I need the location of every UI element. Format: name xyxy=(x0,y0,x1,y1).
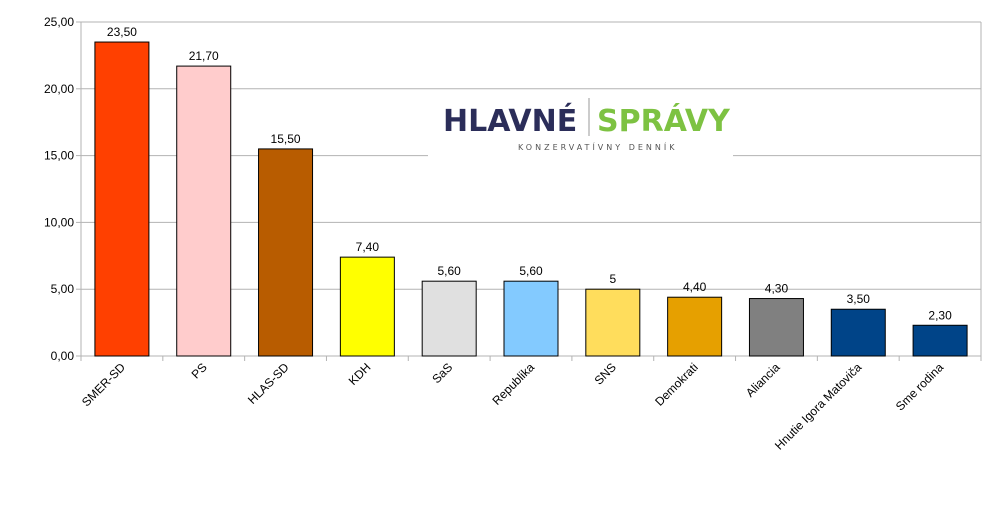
bar xyxy=(748,298,804,357)
bar xyxy=(258,148,314,357)
bar xyxy=(830,308,886,357)
category-label: SaS xyxy=(429,360,455,386)
data-label: 5,60 xyxy=(438,264,462,278)
category-label: Sme rodina xyxy=(893,360,947,414)
data-label: 3,50 xyxy=(847,292,871,306)
category-label: Hnutie Igora Matoviča xyxy=(772,360,865,453)
category-label: Demokrati xyxy=(652,360,701,409)
data-label: 4,30 xyxy=(765,282,789,296)
bar xyxy=(585,288,641,357)
bar xyxy=(339,256,395,357)
bar xyxy=(503,280,559,357)
data-label: 15,50 xyxy=(271,132,301,146)
y-tick-label: 25,00 xyxy=(44,15,74,29)
category-label: HLAS-SD xyxy=(245,360,292,407)
y-tick-label: 0,00 xyxy=(51,349,75,363)
category-label: SNS xyxy=(592,360,619,387)
logo-part1: HLAVNÉ xyxy=(443,103,577,139)
data-label: 7,40 xyxy=(356,240,380,254)
bar xyxy=(912,324,968,357)
category-label: Aliancia xyxy=(743,360,783,400)
y-tick-label: 15,00 xyxy=(44,149,74,163)
bar xyxy=(421,280,477,357)
data-label: 5,60 xyxy=(519,264,543,278)
bar xyxy=(667,296,723,357)
category-label: KDH xyxy=(346,360,374,388)
logo: HLAVNÉ SPRÁVY KONZERVATÍVNY DENNÍK xyxy=(428,92,733,158)
data-label: 2,30 xyxy=(928,308,952,322)
category-label: Republika xyxy=(489,360,537,408)
bar xyxy=(176,65,232,357)
data-label: 23,50 xyxy=(107,25,137,39)
logo-tagline: KONZERVATÍVNY DENNÍK xyxy=(518,141,677,152)
data-label: 4,40 xyxy=(683,280,707,294)
data-label: 21,70 xyxy=(189,49,219,63)
logo-part2: SPRÁVY xyxy=(597,103,731,139)
category-label: SMER-SD xyxy=(79,360,128,409)
bar xyxy=(94,41,150,357)
y-tick-label: 10,00 xyxy=(44,215,74,229)
bars xyxy=(94,41,968,357)
category-label: PS xyxy=(189,360,210,381)
y-tick-label: 20,00 xyxy=(44,82,74,96)
logo-background xyxy=(428,92,733,158)
y-tick-label: 5,00 xyxy=(51,282,75,296)
data-label: 5 xyxy=(609,272,616,286)
